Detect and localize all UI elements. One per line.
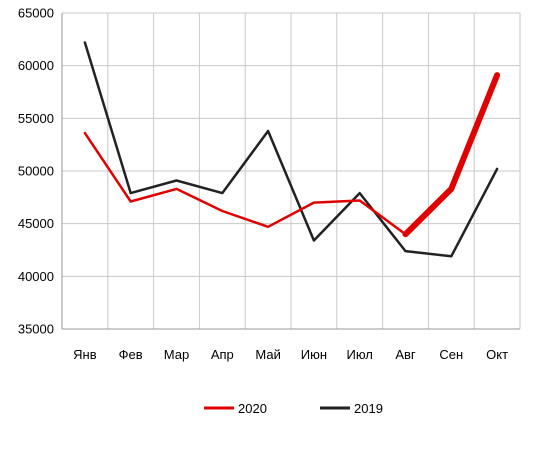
series-lines [83, 41, 501, 258]
axes [61, 13, 520, 330]
legend-label-2019: 2019 [354, 401, 383, 416]
gridlines [61, 12, 521, 330]
x-tick-label: Янв [73, 347, 97, 362]
y-tick-label: 35000 [18, 322, 54, 337]
x-tick-label: Авг [395, 347, 416, 362]
x-tick-labels: Янв Фев Мар Апр Май Июн Июл Авг Сен Окт [73, 347, 508, 362]
x-tick-label: Фев [119, 347, 143, 362]
series-line-2020-highlight [402, 72, 501, 238]
legend: 2020 2019 [204, 401, 383, 416]
y-tick-label: 50000 [18, 164, 54, 179]
y-tick-labels: 35000 40000 45000 50000 55000 60000 65000 [18, 6, 54, 337]
x-tick-label: Мар [164, 347, 189, 362]
x-tick-label: Окт [486, 347, 508, 362]
y-tick-label: 40000 [18, 269, 54, 284]
y-tick-label: 60000 [18, 58, 54, 73]
x-tick-label: Июл [346, 347, 372, 362]
x-tick-label: Июн [301, 347, 327, 362]
series-line-2019 [83, 41, 499, 258]
y-tick-label: 55000 [18, 111, 54, 126]
x-tick-label: Май [255, 347, 280, 362]
y-tick-label: 45000 [18, 216, 54, 231]
y-tick-label: 65000 [18, 6, 54, 21]
x-tick-label: Апр [211, 347, 234, 362]
x-tick-label: Сен [439, 347, 463, 362]
legend-label-2020: 2020 [238, 401, 267, 416]
